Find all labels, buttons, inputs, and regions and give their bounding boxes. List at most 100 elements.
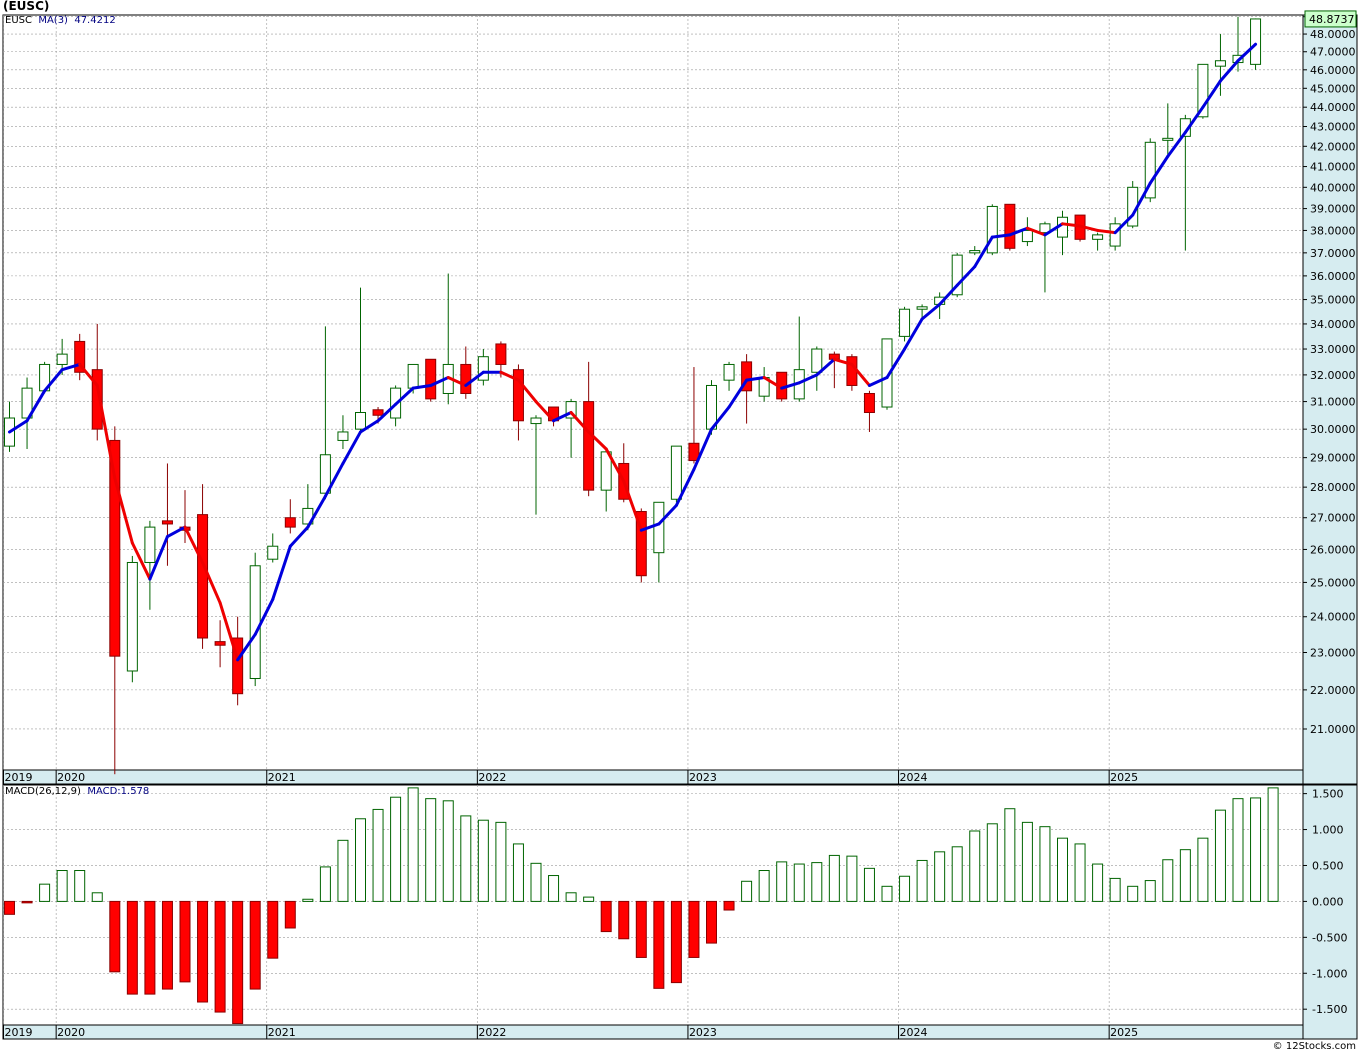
ma-line-segment [604, 447, 626, 483]
candle-body [688, 442, 700, 462]
candle-body [1144, 141, 1156, 199]
macd-bar [179, 900, 191, 983]
macd-bar [460, 815, 472, 902]
last-price-tag [1304, 10, 1357, 28]
macd-bar [337, 839, 349, 902]
ma-line-segment [569, 411, 591, 434]
ma-line-segment [394, 386, 415, 406]
macd-bar [232, 900, 244, 1025]
ma-line-segment [95, 383, 117, 480]
macd-y-tick-label: 0.500 [1312, 859, 1344, 872]
macd-legend: MACD(26,12,9) MACD:1.578 [5, 786, 149, 797]
ma-line-segment [236, 632, 257, 662]
macd-bar [39, 883, 51, 902]
price-y-tick-label: 46.0000 [1310, 64, 1356, 77]
candle-body [530, 417, 542, 425]
macd-y-tick-label: -0.500 [1312, 931, 1347, 944]
legend-macd-label: MACD(26,12,9) [5, 786, 81, 797]
candle-body [372, 409, 384, 416]
macd-bar [249, 900, 261, 990]
ma-line-segment [8, 419, 29, 434]
candle-body [1109, 223, 1121, 247]
candle [688, 367, 700, 464]
macd-y-tick-label: -1.500 [1312, 1003, 1347, 1016]
candle-body [653, 501, 665, 554]
ma-line-segment [25, 389, 47, 423]
ma-line-segment [1148, 154, 1170, 185]
price-y-tick-label: 31.0000 [1310, 396, 1356, 409]
candle-body [355, 412, 366, 430]
candle-body [741, 361, 753, 392]
candle-body [670, 445, 682, 500]
price-x-tick-label: 2022 [478, 771, 506, 784]
ma-line-segment [885, 347, 907, 380]
candle-body [144, 526, 156, 563]
page-title: (EUSC) [3, 0, 50, 13]
candle [723, 361, 735, 391]
candle-body [460, 363, 472, 394]
ma-line-segment [411, 383, 433, 390]
macd-bar [495, 821, 507, 902]
macd-bar [1197, 837, 1209, 902]
macd-bar [126, 900, 138, 995]
ma-line-segment [1025, 226, 1047, 237]
candle [144, 520, 156, 610]
macd-bar [741, 880, 753, 902]
macd-bar [899, 875, 911, 902]
ma-line-segment [1113, 213, 1135, 235]
candle-body [916, 306, 928, 310]
ma-line-segment [674, 467, 696, 507]
macd-x-tick-label: 2020 [57, 1026, 85, 1039]
ma-line-segment [938, 283, 959, 306]
candle [899, 306, 911, 342]
ma-line-segment [850, 362, 871, 387]
candle-body [284, 517, 296, 528]
candle [1197, 63, 1209, 119]
candle-body [126, 561, 138, 672]
candle [1004, 203, 1016, 251]
price-y-tick-label: 41.0000 [1310, 161, 1356, 174]
macd-bar [1162, 859, 1174, 902]
macd-bar [565, 892, 577, 902]
macd-y-tick-label: 0.000 [1312, 895, 1344, 908]
ma-line-segment [130, 541, 152, 581]
price-y-tick-label: 38.0000 [1310, 224, 1356, 237]
macd-bar [91, 892, 103, 902]
macd-x-tick-label: 2023 [689, 1026, 717, 1039]
macd-bar [302, 898, 314, 902]
candle [232, 616, 244, 706]
ma-line-segment [1166, 130, 1187, 158]
candle [126, 555, 138, 683]
macd-bar [986, 823, 998, 902]
candle [741, 354, 753, 424]
macd-bar [670, 900, 682, 984]
macd-bar [548, 875, 560, 902]
macd-bar [21, 900, 33, 904]
price-y-tick-label: 48.0000 [1310, 28, 1356, 41]
candle-body [197, 514, 209, 639]
ma-line-segment [253, 597, 275, 636]
ma-line-segment [1061, 222, 1082, 228]
macd-bar [144, 900, 156, 995]
macd-bar [267, 900, 279, 959]
legend-macd-value: MACD:1.578 [87, 786, 150, 797]
macd-bar [934, 851, 946, 902]
candle-body [161, 520, 173, 525]
price-y-tick-label: 22.0000 [1310, 684, 1356, 697]
macd-bar [1039, 826, 1051, 902]
ma-line-segment [43, 368, 64, 393]
ma-line-segment [622, 479, 643, 532]
macd-bar [793, 863, 805, 902]
macd-bar [583, 896, 595, 902]
price-y-tick-label: 33.0000 [1310, 343, 1356, 356]
macd-bar [600, 900, 612, 933]
macd-bar [442, 800, 454, 902]
macd-bar [56, 870, 68, 902]
macd-bar [1004, 808, 1016, 902]
macd-bar [1250, 797, 1262, 902]
candle [846, 354, 858, 391]
candle [284, 499, 296, 534]
macd-y-axis [1302, 784, 1358, 1040]
macd-bar [881, 885, 893, 902]
candle-body [425, 358, 437, 400]
